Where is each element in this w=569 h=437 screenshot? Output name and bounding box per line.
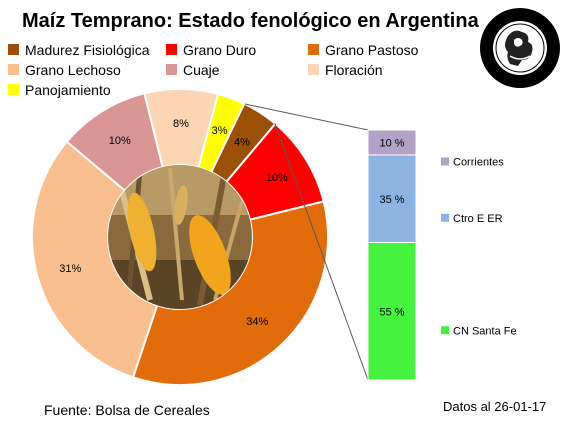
- data-date: Datos al 26-01-17: [443, 399, 547, 414]
- bar-label-ctro-e-er: 35 %: [379, 194, 404, 206]
- legend-swatch: [8, 84, 19, 95]
- legend-swatch: [166, 64, 177, 75]
- legend-item-grano-duro: Grano Duro: [166, 40, 256, 59]
- bar-legend-label-cn-santa-fe: CN Santa Fe: [453, 325, 517, 337]
- slice-label-grano-duro: 10%: [266, 172, 288, 184]
- legend-label: Floración: [325, 61, 383, 78]
- bar-legend-swatch-ctro-e-er: [441, 213, 449, 222]
- chart-title: Maíz Temprano: Estado fenológico en Arge…: [22, 10, 479, 32]
- legend-item-grano-pastoso: Grano Pastoso: [308, 40, 418, 59]
- breakdown-stacked-bar: 55 % 35 % 10 %: [367, 129, 417, 381]
- slice-label-panojamiento: 3%: [212, 125, 228, 137]
- legend-label: Grano Lechoso: [25, 61, 121, 78]
- bar-label-cn-santa-fe: 55 %: [379, 306, 404, 318]
- breakdown-legend: CN Santa Fe Ctro E ER Corrientes: [441, 157, 517, 337]
- breakdown-connector-lines: [244, 103, 369, 381]
- legend-swatch: [8, 44, 19, 55]
- bar-legend-label-ctro-e-er: Ctro E ER: [453, 213, 503, 225]
- connector-line-bottom: [274, 123, 369, 381]
- pie-legend: Madurez Fisiológica Grano Duro Grano Pasto…: [8, 40, 478, 100]
- corn-cobs-photo: [108, 165, 252, 309]
- bar-segment-corrientes: [367, 129, 417, 156]
- institution-seal: [478, 6, 562, 95]
- legend-swatch: [308, 44, 319, 55]
- legend-label: Cuaje: [183, 61, 220, 78]
- connector-line-top: [244, 103, 369, 131]
- legend-label: Grano Pastoso: [325, 41, 419, 58]
- slice-label-cuaje: 10%: [109, 135, 131, 147]
- legend-label: Madurez Fisiológica: [25, 41, 150, 58]
- legend-item-floracion: Floración: [308, 60, 383, 79]
- bar-label-corrientes: 10 %: [379, 138, 404, 150]
- legend-item-panojamiento: Panojamiento: [8, 80, 111, 99]
- bar-legend-swatch-corrientes: [441, 157, 449, 166]
- legend-swatch: [166, 44, 177, 55]
- legend-label: Panojamiento: [25, 81, 111, 98]
- bar-legend-swatch-cn-santa-fe: [441, 326, 449, 335]
- seal-emblem-icon: [480, 8, 560, 88]
- source-note: Fuente: Bolsa de Cereales: [44, 402, 210, 418]
- donut-chart: 4% 10% 34% 31% 10% 8% 3%: [31, 88, 329, 386]
- legend-item-cuaje: Cuaje: [166, 60, 220, 79]
- slice-label-grano-pastoso: 34%: [246, 316, 268, 328]
- legend-swatch: [8, 64, 19, 75]
- legend-swatch: [308, 64, 319, 75]
- slice-grano-pastoso: [131, 200, 329, 386]
- bar-segment-ctro-e-er: [367, 154, 417, 243]
- legend-item-madurez-fisiologica: Madurez Fisiológica: [8, 40, 150, 59]
- slice-label-madurez-fisiologica: 4%: [234, 136, 250, 148]
- legend-label: Grano Duro: [183, 41, 257, 58]
- bar-segment-cn-santa-fe: [367, 242, 417, 381]
- slice-label-grano-lechoso: 31%: [59, 263, 81, 275]
- legend-item-grano-lechoso: Grano Lechoso: [8, 60, 121, 79]
- bar-legend-label-corrientes: Corrientes: [453, 157, 504, 169]
- slice-label-floracion: 8%: [173, 118, 189, 130]
